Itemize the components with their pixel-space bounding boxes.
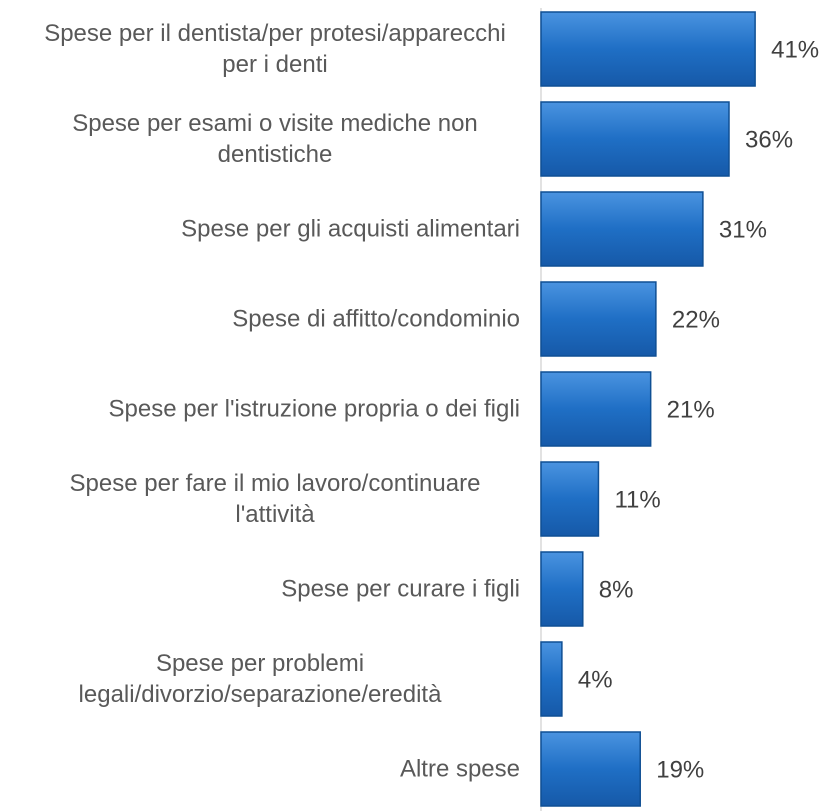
bar — [540, 191, 704, 267]
bar — [540, 551, 584, 627]
category-label: Spese per fare il mio lavoro/continuare … — [0, 468, 520, 530]
category-label: Spese per curare i figli — [0, 574, 520, 605]
value-label: 21% — [667, 396, 715, 423]
category-label: Spese di affitto/condominio — [0, 304, 520, 335]
category-text: Spese per problemi legali/divorzio/separ… — [78, 650, 442, 708]
bar — [540, 641, 563, 717]
value-label: 41% — [771, 36, 819, 63]
category-label: Altre spese — [0, 754, 520, 785]
category-label: Spese per esami o visite mediche non den… — [0, 108, 520, 170]
value-label: 19% — [656, 756, 704, 783]
bar — [540, 101, 730, 177]
value-label: 36% — [745, 126, 793, 153]
category-text: Spese di affitto/condominio — [232, 305, 520, 333]
category-label: Spese per il dentista/per protesi/appare… — [0, 18, 520, 80]
category-label: Spese per problemi legali/divorzio/separ… — [0, 648, 520, 710]
bar — [540, 371, 652, 447]
value-label: 8% — [599, 576, 634, 603]
value-label: 4% — [578, 666, 613, 693]
bar — [540, 11, 756, 87]
bar — [540, 461, 600, 537]
category-label: Spese per gli acquisti alimentari — [0, 214, 520, 245]
value-label: 11% — [614, 486, 660, 513]
value-label: 22% — [672, 306, 720, 333]
bar — [540, 731, 641, 807]
category-text: Spese per il dentista/per protesi/appare… — [44, 20, 506, 78]
category-label: Spese per l'istruzione propria o dei fig… — [0, 394, 520, 425]
category-text: Spese per curare i figli — [281, 575, 520, 603]
category-text: Spese per gli acquisti alimentari — [181, 215, 520, 243]
bar — [540, 281, 657, 357]
category-text: Spese per fare il mio lavoro/continuare … — [69, 470, 481, 528]
category-text: Altre spese — [399, 755, 520, 783]
category-text: Spese per l'istruzione propria o dei fig… — [108, 395, 520, 423]
value-label: 31% — [719, 216, 767, 243]
category-text: Spese per esami o visite mediche non den… — [72, 110, 478, 168]
